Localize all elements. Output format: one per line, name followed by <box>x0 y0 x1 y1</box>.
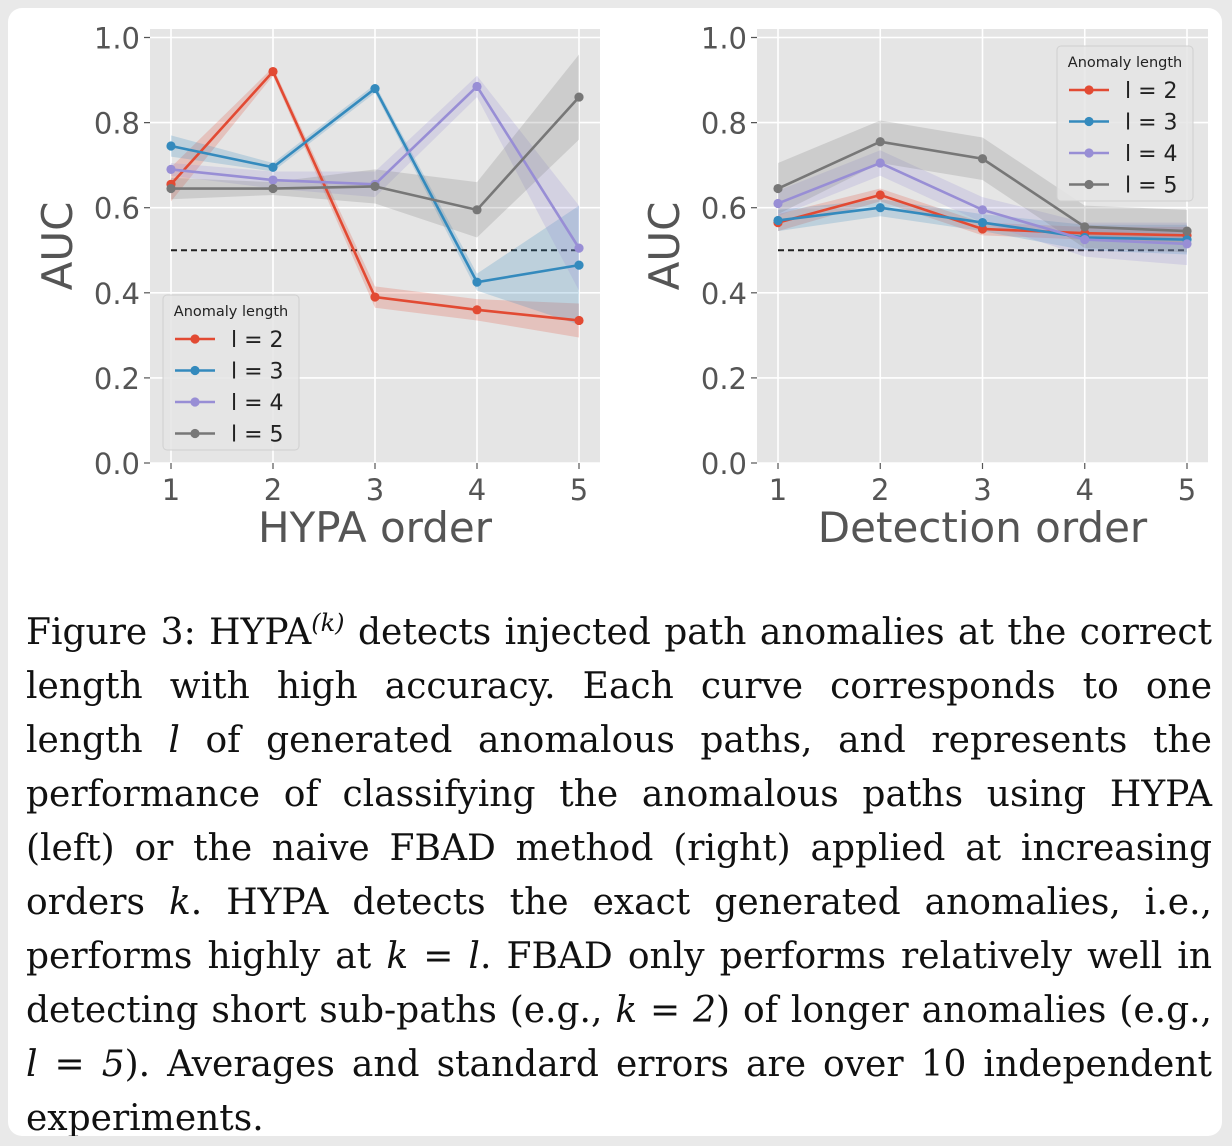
chart1-point-l3 <box>166 141 176 151</box>
chart2-ylabel: AUC <box>640 202 689 291</box>
chart2-point-l5 <box>1080 222 1090 232</box>
caption-eq-k-l: k = l <box>386 936 480 977</box>
figure-charts: 0.0 0.2 0.4 0.6 0.8 1.0 1 2 3 4 5 HYPA order AUC Anom… <box>33 22 1208 552</box>
chart1-point-l3 <box>268 162 278 172</box>
chart2-point-l5 <box>1182 226 1192 236</box>
chart2-xtick-label: 5 <box>1178 473 1196 507</box>
chart1-ytick-label: 1.0 <box>94 22 140 56</box>
chart1-legend-label: l = 2 <box>231 328 284 353</box>
chart1-point-l3 <box>574 260 584 270</box>
chart1-xtick-label: 5 <box>570 473 588 507</box>
chart1-point-l2 <box>574 315 584 326</box>
chart1-point-l5 <box>268 183 278 194</box>
chart1-point-l5 <box>166 183 176 194</box>
chart2-legend-marker <box>1084 85 1094 95</box>
chart1-legend-label: l = 4 <box>231 391 284 416</box>
caption-var-k: k <box>168 882 191 923</box>
chart2-point-l4 <box>1182 239 1192 249</box>
chart1-xtick-label: 3 <box>366 473 384 507</box>
caption-eq-l-5: l = 5 <box>26 1044 125 1085</box>
chart2-point-l2 <box>875 190 885 200</box>
chart1-ylabel: AUC <box>33 202 82 291</box>
chart2-legend-label: l = 5 <box>1125 174 1178 199</box>
chart2-legend-marker <box>1084 179 1094 190</box>
chart1-ytick-label: 0.8 <box>94 107 140 141</box>
chart2-band-l5 <box>778 120 1187 253</box>
chart2-ytick-label: 0.0 <box>701 447 747 481</box>
caption-eq-k-2: k = 2 <box>615 990 716 1031</box>
chart2-ytick-label: 0.4 <box>701 277 747 311</box>
chart2-legend-marker <box>1084 148 1094 158</box>
chart2-xtick-label: 4 <box>1076 473 1094 507</box>
chart1-point-l5 <box>370 181 380 192</box>
chart1-legend-label: l = 3 <box>231 360 284 385</box>
chart1-xtick-label: 1 <box>162 473 180 507</box>
chart1-point-l5 <box>472 205 482 215</box>
chart1-ytick-label: 0.2 <box>94 362 140 396</box>
chart1-legend-title: Anomaly length <box>174 304 288 320</box>
chart2-point-l3 <box>875 203 885 213</box>
chart1-point-l2 <box>268 66 278 77</box>
chart1-xtick-label: 2 <box>264 473 282 507</box>
chart2-xtick-label: 1 <box>769 473 787 507</box>
chart1-legend-box <box>162 294 300 451</box>
chart1-legend-marker <box>190 365 200 376</box>
chart2-point-l4 <box>875 158 885 168</box>
chart2-legend-label: l = 3 <box>1125 111 1178 136</box>
caption-var-l: l <box>168 720 180 761</box>
chart1-ytick-label: 0.6 <box>94 192 140 226</box>
chart2-ytick-label: 0.2 <box>701 362 747 396</box>
chart1-ytick-label: 0.0 <box>94 447 140 481</box>
chart1-point-l4 <box>268 175 278 185</box>
chart2-legend-box <box>1056 45 1194 202</box>
chart2-ytick-label: 0.6 <box>701 192 747 226</box>
chart1-point-l4 <box>472 81 482 92</box>
chart1-point-l2 <box>472 305 482 315</box>
chart2-legend-title: Anomaly length <box>1068 55 1182 71</box>
chart1: 0.0 0.2 0.4 0.6 0.8 1.0 1 2 3 4 5 HYPA order AUC Anom… <box>33 22 600 552</box>
chart2: 0.0 0.2 0.4 0.6 0.8 1.0 1 2 3 4 5 Detection order AU… <box>640 22 1208 552</box>
chart2-xtick-label: 3 <box>973 473 991 507</box>
chart1-point-l2 <box>370 292 380 302</box>
chart2-ytick-label: 1.0 <box>701 22 747 56</box>
chart1-legend-marker <box>190 334 200 344</box>
chart2-point-l4 <box>773 198 783 209</box>
chart1-point-l3 <box>472 277 482 287</box>
chart2-point-l2 <box>977 224 988 234</box>
chart2-ytick-label: 0.8 <box>701 107 747 141</box>
chart2-legend-marker <box>1084 116 1094 127</box>
chart1-point-l4 <box>574 243 584 253</box>
chart1-point-l3 <box>370 83 380 94</box>
chart1-band-l2 <box>171 67 579 338</box>
chart2-point-l5 <box>875 137 885 147</box>
chart1-point-l5 <box>574 92 584 102</box>
chart2-legend: Anomaly length l = 2 l = 3 l = 4 l = 5 <box>1056 45 1194 202</box>
chart2-point-l4 <box>1080 235 1090 245</box>
chart1-xlabel: HYPA order <box>258 503 493 552</box>
chart2-xlabel: Detection order <box>818 503 1148 552</box>
figure-caption: Figure 3: HYPA(k) detects injected path … <box>26 609 1213 1136</box>
chart2-point-l3 <box>773 215 783 226</box>
caption-label: Figure 3: <box>26 612 196 653</box>
chart1-legend-marker <box>190 397 200 407</box>
chart1-xtick-label: 4 <box>468 473 486 507</box>
chart2-point-l5 <box>773 183 783 194</box>
chart2-legend-label: l = 4 <box>1125 142 1178 167</box>
chart2-point-l3 <box>977 217 988 228</box>
chart2-xtick-label: 2 <box>871 473 889 507</box>
figure-frame: 0.0 0.2 0.4 0.6 0.8 1.0 1 2 3 4 5 HYPA order AUC Anom… <box>8 8 1222 1136</box>
chart2-legend-label: l = 2 <box>1125 79 1178 104</box>
chart1-band-l3 <box>171 84 579 325</box>
chart2-point-l4 <box>977 205 988 215</box>
chart1-ytick-label: 0.4 <box>94 277 140 311</box>
caption-hypa: HYPA(k) <box>209 609 345 653</box>
chart2-point-l5 <box>977 154 988 164</box>
chart1-legend-label: l = 5 <box>231 423 284 448</box>
chart1-legend: Anomaly length l = 2 l = 3 l = 4 l = 5 <box>162 294 300 451</box>
chart1-point-l4 <box>166 164 176 175</box>
chart1-legend-marker <box>190 428 200 439</box>
